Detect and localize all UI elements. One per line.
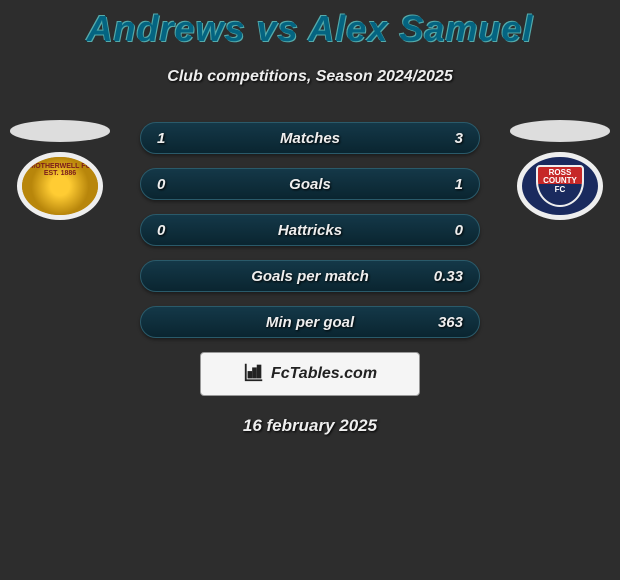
comparison-card: Andrews vs Alex Samuel Club competitions… bbox=[0, 0, 620, 580]
stat-row: 0 Goals 1 bbox=[140, 168, 480, 200]
club-crest-left bbox=[17, 152, 103, 220]
player-left-block bbox=[10, 120, 110, 220]
stat-right-value: 3 bbox=[423, 130, 463, 147]
stat-row: Min per goal 363 bbox=[140, 306, 480, 338]
player-right-placeholder-oval bbox=[510, 120, 610, 142]
stat-left-value: 1 bbox=[157, 130, 197, 147]
brand-label: FcTables.com bbox=[271, 365, 377, 383]
brand-badge[interactable]: FcTables.com bbox=[200, 352, 420, 396]
player-right-block bbox=[510, 120, 610, 220]
stat-left-value: 0 bbox=[157, 176, 197, 193]
stat-right-value: 363 bbox=[423, 314, 463, 331]
chart-icon bbox=[243, 361, 265, 388]
stat-right-value: 0 bbox=[423, 222, 463, 239]
page-subtitle: Club competitions, Season 2024/2025 bbox=[0, 68, 620, 86]
stat-left-value: 0 bbox=[157, 222, 197, 239]
stat-right-value: 1 bbox=[423, 176, 463, 193]
player-left-placeholder-oval bbox=[10, 120, 110, 142]
stats-table: 1 Matches 3 0 Goals 1 0 Hattricks 0 Goal… bbox=[140, 122, 480, 436]
page-title: Andrews vs Alex Samuel bbox=[0, 0, 620, 50]
stat-row: 1 Matches 3 bbox=[140, 122, 480, 154]
club-crest-right bbox=[517, 152, 603, 220]
comparison-date: 16 february 2025 bbox=[140, 416, 480, 436]
stat-right-value: 0.33 bbox=[423, 268, 463, 285]
stat-row: 0 Hattricks 0 bbox=[140, 214, 480, 246]
stat-row: Goals per match 0.33 bbox=[140, 260, 480, 292]
